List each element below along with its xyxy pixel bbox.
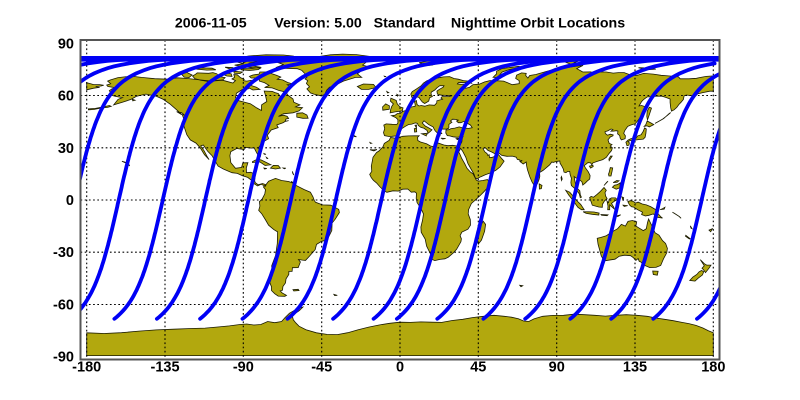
svg-text:90: 90 bbox=[549, 360, 565, 376]
svg-text:30: 30 bbox=[58, 141, 74, 157]
svg-text:-45: -45 bbox=[311, 360, 332, 376]
svg-text:0: 0 bbox=[396, 360, 404, 376]
svg-text:45: 45 bbox=[470, 360, 486, 376]
svg-text:180: 180 bbox=[701, 360, 725, 376]
svg-text:60: 60 bbox=[58, 89, 74, 105]
svg-text:-90: -90 bbox=[233, 360, 254, 376]
svg-text:0: 0 bbox=[66, 193, 74, 209]
svg-text:2006-11-05 Version: 5.00: 2006-11-05 Version: 5.00 Standard Nightt… bbox=[175, 16, 625, 32]
svg-text:-90: -90 bbox=[53, 350, 74, 366]
svg-text:-135: -135 bbox=[150, 360, 179, 376]
svg-text:-60: -60 bbox=[53, 298, 74, 314]
svg-text:135: 135 bbox=[623, 360, 647, 376]
svg-text:-180: -180 bbox=[72, 360, 101, 376]
svg-text:-30: -30 bbox=[53, 245, 74, 261]
svg-text:90: 90 bbox=[58, 36, 74, 52]
